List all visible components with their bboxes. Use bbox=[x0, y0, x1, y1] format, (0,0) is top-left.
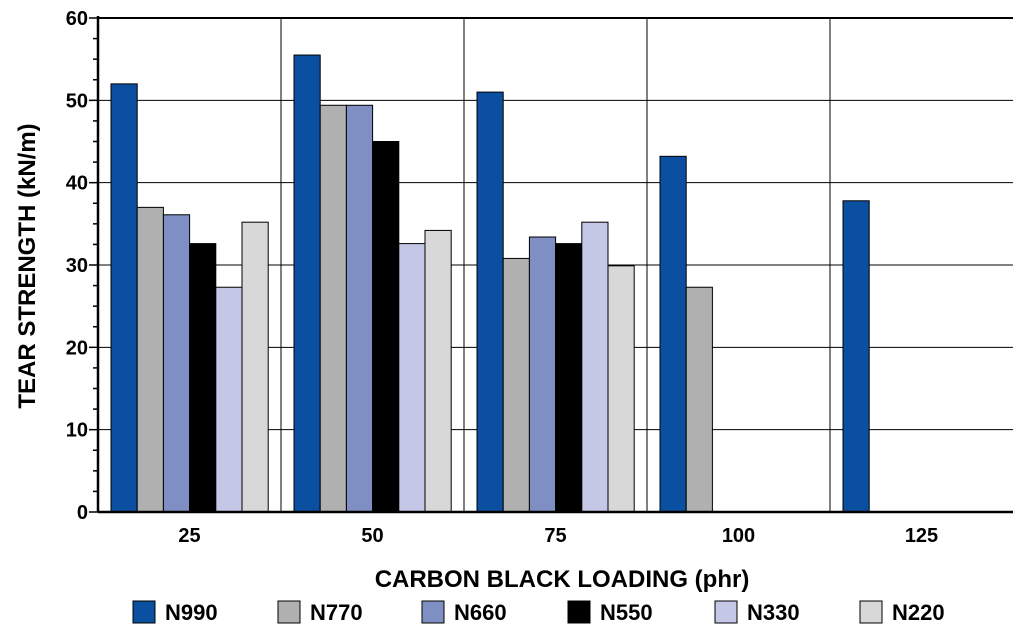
x-axis-title: CARBON BLACK LOADING (phr) bbox=[375, 566, 750, 593]
bar-n220-75 bbox=[607, 265, 635, 513]
bar-n550-50 bbox=[372, 141, 400, 513]
bar-n330-25 bbox=[215, 286, 243, 513]
axes: 0 10 20 30 40 50 60 25 50 75 100 125 bbox=[66, 8, 1013, 547]
legend-label-n550: N550 bbox=[600, 600, 653, 625]
legend-label-n990: N990 bbox=[165, 600, 218, 625]
y-tick-label: 20 bbox=[66, 337, 88, 359]
y-tick-label: 0 bbox=[77, 502, 88, 524]
x-tick-label: 25 bbox=[178, 525, 200, 547]
y-tick-label: 40 bbox=[66, 173, 88, 195]
x-tick-label: 50 bbox=[361, 525, 383, 547]
legend-swatch-n220 bbox=[859, 600, 883, 624]
bar-n660-75 bbox=[528, 236, 557, 513]
legend-swatch-n660 bbox=[421, 600, 445, 624]
y-tick-label: 50 bbox=[66, 90, 88, 112]
bar-n770-25 bbox=[136, 206, 164, 513]
bar-n660-50 bbox=[345, 104, 374, 513]
legend: N990 N770 N660 N550 N330 N220 bbox=[132, 600, 945, 625]
x-tick-label: 75 bbox=[544, 525, 566, 547]
legend-swatch-n990 bbox=[132, 600, 156, 624]
bar-n990-25 bbox=[110, 83, 138, 513]
y-tick-label: 10 bbox=[66, 420, 88, 442]
bars bbox=[110, 54, 870, 513]
legend-swatch-n770 bbox=[277, 600, 301, 624]
legend-label-n660: N660 bbox=[454, 600, 507, 625]
bar-n990-125 bbox=[842, 200, 870, 513]
bar-n990-50 bbox=[293, 54, 321, 513]
bar-n770-75 bbox=[502, 257, 530, 513]
x-tick-label: 100 bbox=[722, 525, 755, 547]
y-tick-label: 30 bbox=[66, 255, 88, 277]
legend-label-n220: N220 bbox=[892, 600, 945, 625]
bar-n550-75 bbox=[555, 243, 583, 513]
bar-n990-100 bbox=[659, 155, 687, 513]
legend-swatch-n550 bbox=[567, 600, 591, 624]
bar-n220-25 bbox=[241, 221, 269, 513]
y-axis-title: TEAR STRENGTH (kN/m) bbox=[14, 123, 41, 408]
bar-n550-25 bbox=[189, 243, 217, 513]
y-tick-label: 60 bbox=[66, 8, 88, 30]
legend-label-n770: N770 bbox=[310, 600, 363, 625]
bar-n990-75 bbox=[476, 91, 504, 513]
legend-label-n330: N330 bbox=[747, 600, 800, 625]
bar-n220-50 bbox=[424, 229, 452, 513]
bar-n330-75 bbox=[581, 221, 609, 513]
x-tick-label: 125 bbox=[905, 525, 938, 547]
bar-n770-50 bbox=[319, 104, 347, 513]
bar-n660-25 bbox=[162, 214, 191, 513]
bar-n330-50 bbox=[398, 243, 426, 513]
legend-swatch-n330 bbox=[714, 600, 738, 624]
bar-n770-100 bbox=[685, 286, 713, 513]
